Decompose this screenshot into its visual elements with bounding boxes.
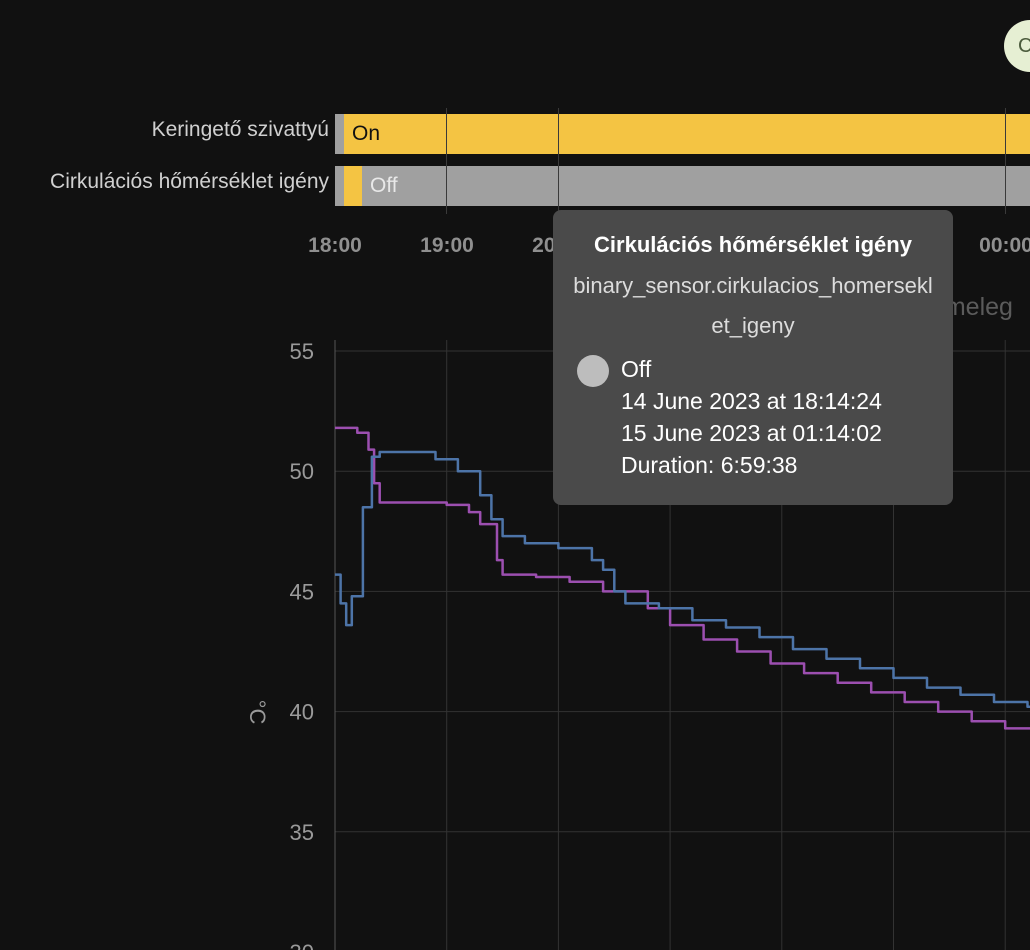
- timeline-gridline: [558, 108, 559, 214]
- tooltip-start: 14 June 2023 at 18:14:24: [621, 388, 882, 414]
- series-line-0[interactable]: [335, 426, 1030, 849]
- timeline-state-label: On: [352, 122, 381, 145]
- y-axis-label: °C: [245, 700, 270, 725]
- timeline-state-label: Off: [370, 174, 398, 197]
- time-tick: 00:00: [979, 234, 1030, 257]
- y-tick-label: 30: [290, 940, 314, 950]
- y-tick-label: 55: [290, 339, 314, 364]
- timeline-segment-on[interactable]: [344, 166, 362, 206]
- timeline-segment-off[interactable]: [362, 166, 1030, 206]
- tooltip-state: Off: [621, 356, 652, 382]
- timeline-row-label-circulation: Cirkulációs hőmérséklet igény: [50, 170, 329, 193]
- tooltip-details: Off 14 June 2023 at 18:14:24 15 June 202…: [621, 353, 882, 481]
- state-dot-icon: [577, 355, 609, 387]
- tooltip-entity-id: binary_sensor.cirkulacios_homerseklet_ig…: [573, 273, 933, 338]
- timeline-gridline: [1005, 108, 1006, 214]
- y-tick-label: 40: [290, 700, 314, 725]
- time-tick: 19:00: [420, 234, 474, 257]
- time-tick: 18:00: [308, 234, 362, 257]
- timeline-segment-off[interactable]: [335, 166, 344, 206]
- timeline-row-label-pump: Keringető szivattyú: [151, 118, 329, 141]
- series-line-1[interactable]: [335, 450, 1030, 731]
- y-tick-label: 35: [290, 820, 314, 845]
- timeline-gridline: [446, 108, 447, 214]
- tooltip: Cirkulációs hőmérséklet igény binary_sen…: [553, 210, 953, 505]
- tooltip-duration: Duration: 6:59:38: [621, 452, 798, 478]
- timeline-segment-off[interactable]: [335, 114, 344, 154]
- timeline-segment-on[interactable]: [344, 114, 1030, 154]
- timeline-bar-circulation[interactable]: Off: [335, 166, 1030, 206]
- y-tick-label: 45: [290, 579, 314, 604]
- y-tick-label: 50: [290, 459, 314, 484]
- tooltip-title: Cirkulációs hőmérséklet igény: [594, 232, 912, 257]
- timeline-bar-pump[interactable]: On: [335, 114, 1030, 154]
- tooltip-end: 15 June 2023 at 01:14:02: [621, 420, 882, 446]
